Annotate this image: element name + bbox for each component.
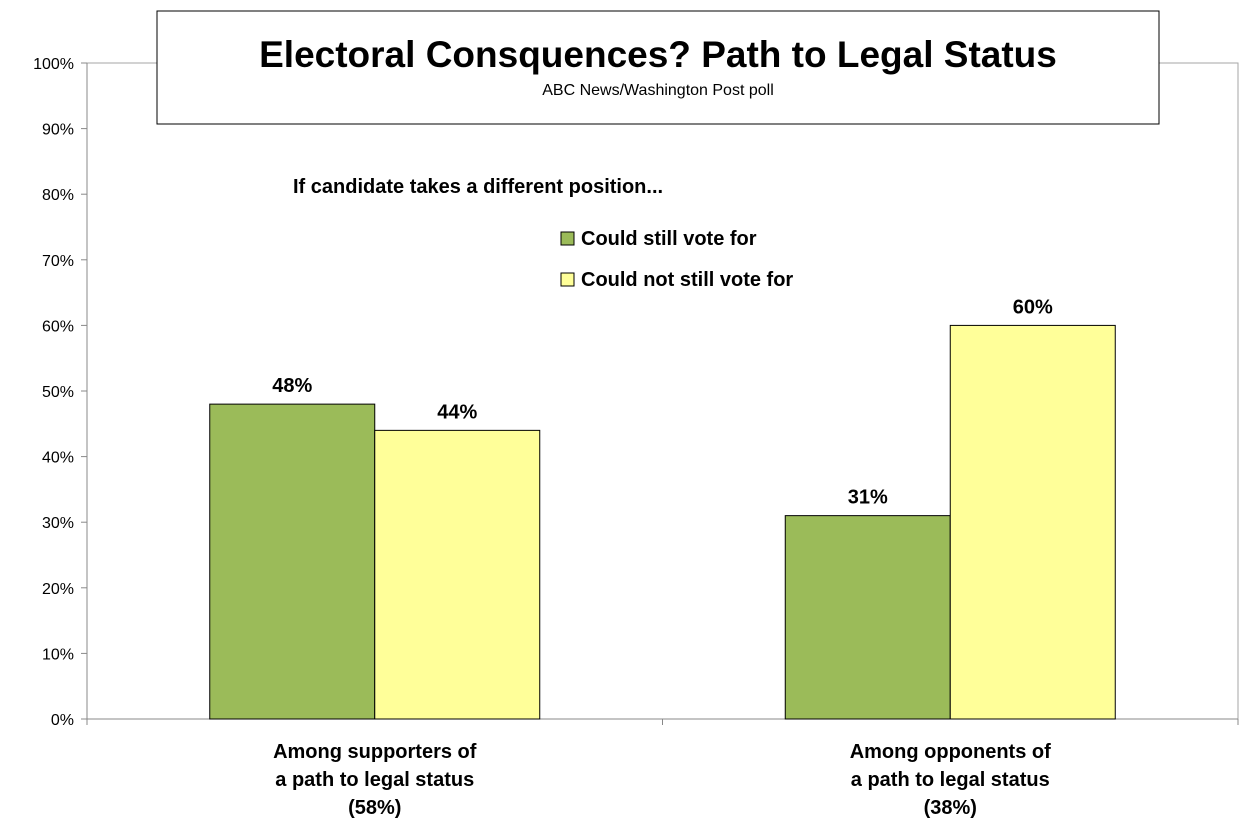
x-category-label: Among opponents of xyxy=(850,741,1051,763)
y-tick-label: 80% xyxy=(42,187,74,204)
legend-label: Could still vote for xyxy=(581,228,757,250)
y-tick-label: 10% xyxy=(42,646,74,663)
category-labels: Among supporters of a path to legal statu… xyxy=(273,741,1051,819)
bar-value-label: 44% xyxy=(437,401,477,423)
x-category-label: (38%) xyxy=(924,797,977,819)
bar xyxy=(374,429,541,720)
x-category-label: (58%) xyxy=(348,797,401,819)
y-tick-label: 40% xyxy=(42,450,74,467)
chart-title: Electoral Consquences? Path to Legal Sta… xyxy=(259,34,1057,75)
bars: 48% 44% 31% 60% xyxy=(209,296,1116,720)
bar xyxy=(949,324,1116,720)
y-tick-label: 50% xyxy=(42,384,74,401)
bar-value-label: 48% xyxy=(272,375,312,397)
y-tick-label: 90% xyxy=(42,122,74,139)
legend-swatch xyxy=(560,272,575,287)
legend-caption: If candidate takes a different position.… xyxy=(293,176,663,198)
legend: Could still vote for Could not still vote… xyxy=(560,228,793,291)
bar-value-label: 60% xyxy=(1013,296,1053,318)
chart-subtitle: ABC News/Washington Post poll xyxy=(542,82,774,99)
x-category-label: a path to legal status xyxy=(275,769,474,791)
title-box: Electoral Consquences? Path to Legal Sta… xyxy=(156,10,1160,125)
y-tick-label: 70% xyxy=(42,253,74,270)
y-tick-label: 20% xyxy=(42,581,74,598)
legend-swatch xyxy=(560,231,575,246)
y-tick-label: 60% xyxy=(42,318,74,335)
x-category-label: Among supporters of xyxy=(273,741,477,763)
y-tick-label: 30% xyxy=(42,515,74,532)
y-tick-label: 100% xyxy=(33,56,74,73)
y-axis: 0% 10% 20% 30% 40% 50% 60% 70% 80% 90% 100% xyxy=(33,56,88,729)
y-tick-label: 0% xyxy=(51,712,74,729)
bar xyxy=(209,403,376,720)
legend-label: Could not still vote for xyxy=(581,269,793,291)
bar xyxy=(784,515,951,720)
bar-value-label: 31% xyxy=(848,487,888,509)
x-category-label: a path to legal status xyxy=(851,769,1050,791)
